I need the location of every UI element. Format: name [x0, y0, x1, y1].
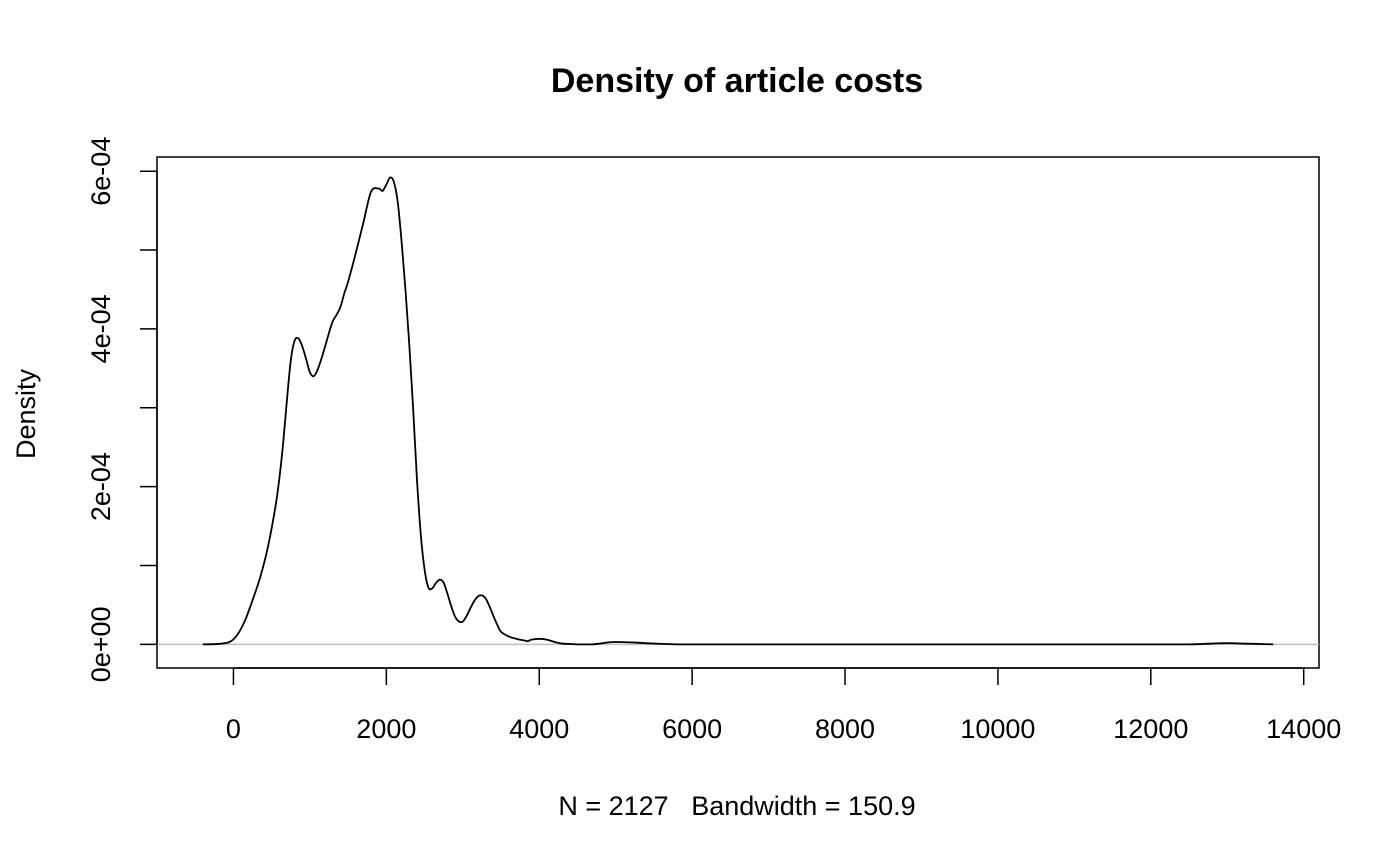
x-tick-label: 2000 [356, 714, 416, 744]
y-tick-label: 0e+00 [86, 606, 116, 682]
y-axis-label: Density [11, 368, 41, 459]
x-tick-label: 14000 [1266, 714, 1341, 744]
x-tick-label: 8000 [815, 714, 875, 744]
y-tick-label: 6e-04 [86, 137, 116, 206]
y-tick-label: 4e-04 [86, 294, 116, 363]
x-tick-label: 10000 [960, 714, 1035, 744]
y-axis: 0e+00 2e-04 4e-04 6e-04 [86, 137, 158, 682]
x-axis: 0 2000 4000 6000 8000 10000 12000 14000 [226, 667, 1341, 744]
chart-title: Density of article costs [551, 62, 923, 100]
x-tick-label: 0 [226, 714, 241, 744]
x-tick-label: 12000 [1113, 714, 1188, 744]
x-tick-label: 6000 [662, 714, 722, 744]
x-tick-label: 4000 [509, 714, 569, 744]
density-line [202, 176, 1274, 646]
series-layer [202, 176, 1274, 646]
plot-box [156, 156, 1320, 669]
x-axis-label: N = 2127 Bandwidth = 150.9 [558, 791, 915, 821]
y-tick-label: 2e-04 [86, 452, 116, 521]
